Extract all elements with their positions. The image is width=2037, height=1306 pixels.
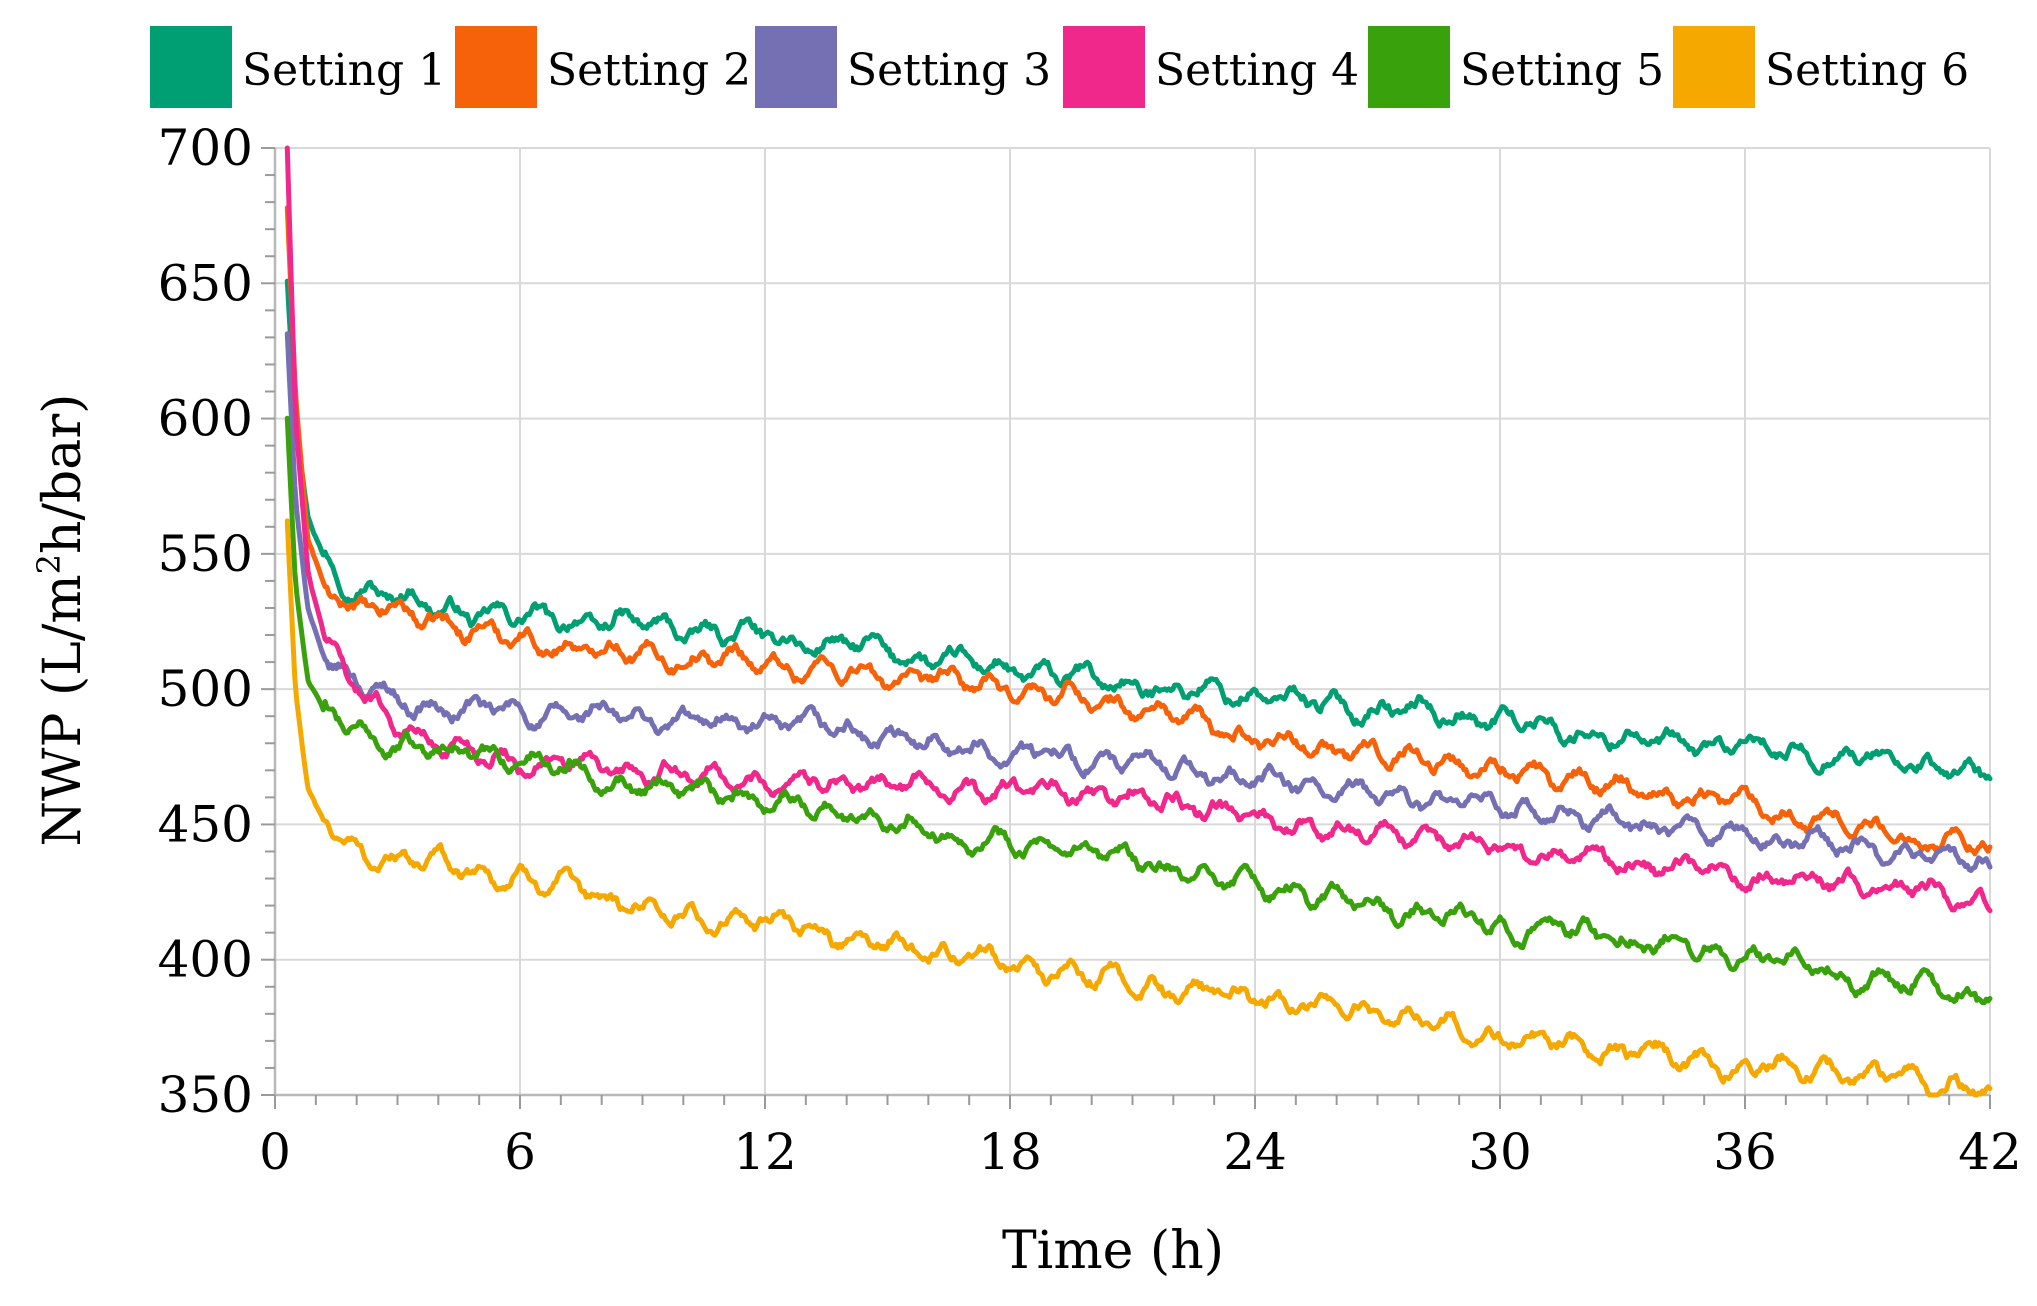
grid-layer xyxy=(275,147,1991,1095)
x-tick-label: 18 xyxy=(978,1123,1042,1181)
axis-layer: 0 6 12 18 24 30 36 42 350 400 450 500 550 600 650 700 xyxy=(158,119,2022,1181)
legend-item-1: Setting 1 xyxy=(150,26,446,108)
series-line-1 xyxy=(284,278,1993,782)
series-layer xyxy=(284,145,1993,1098)
series-line-5 xyxy=(284,415,1993,1006)
x-tick-label: 24 xyxy=(1223,1123,1287,1181)
series-line-3 xyxy=(284,331,1993,873)
legend-label: Setting 3 xyxy=(847,45,1051,96)
legend-label: Setting 5 xyxy=(1460,45,1664,96)
y-tick-label: 600 xyxy=(158,390,253,448)
legend-item-2: Setting 2 xyxy=(455,26,751,108)
legend-item-5: Setting 5 xyxy=(1368,26,1664,108)
legend-item-3: Setting 3 xyxy=(755,26,1051,108)
legend-label: Setting 6 xyxy=(1765,45,1969,96)
legend-swatch xyxy=(1063,26,1145,108)
y-tick-label: 650 xyxy=(158,254,253,312)
x-tick-label: 12 xyxy=(733,1123,797,1181)
y-axis-title-main: NWP (L/m xyxy=(33,574,93,846)
legend-swatch xyxy=(455,26,537,108)
legend-item-6: Setting 6 xyxy=(1673,26,1969,108)
legend-swatch xyxy=(1368,26,1450,108)
y-axis-title-rest: h/bar) xyxy=(33,394,93,554)
x-tick-label: 0 xyxy=(259,1123,291,1181)
legend-swatch xyxy=(755,26,837,108)
x-axis-title: Time (h) xyxy=(1002,1221,1224,1281)
y-tick-label: 500 xyxy=(158,660,253,718)
y-tick-label: 450 xyxy=(158,795,253,853)
legend-swatch xyxy=(1673,26,1755,108)
x-tick-label: 30 xyxy=(1468,1123,1532,1181)
legend: Setting 1 Setting 2 Setting 3 Setting 4 Sett… xyxy=(150,26,1969,108)
y-axis-title-superscript: 2 xyxy=(30,554,68,574)
x-tick-label: 36 xyxy=(1713,1123,1777,1181)
y-tick-label: 550 xyxy=(158,525,253,583)
y-tick-label: 700 xyxy=(158,119,253,177)
legend-label: Setting 2 xyxy=(547,45,751,96)
legend-label: Setting 1 xyxy=(242,45,446,96)
legend-item-4: Setting 4 xyxy=(1063,26,1359,108)
legend-label: Setting 4 xyxy=(1155,45,1359,96)
y-tick-label: 400 xyxy=(158,931,253,989)
series-line-2 xyxy=(284,205,1993,857)
y-axis-title: NWP (L/m2h/bar) xyxy=(30,394,93,847)
x-tick-label: 42 xyxy=(1958,1123,2022,1181)
legend-swatch xyxy=(150,26,232,108)
x-tick-label: 6 xyxy=(504,1123,536,1181)
y-tick-label: 350 xyxy=(158,1066,253,1124)
series-line-6 xyxy=(284,518,1993,1098)
